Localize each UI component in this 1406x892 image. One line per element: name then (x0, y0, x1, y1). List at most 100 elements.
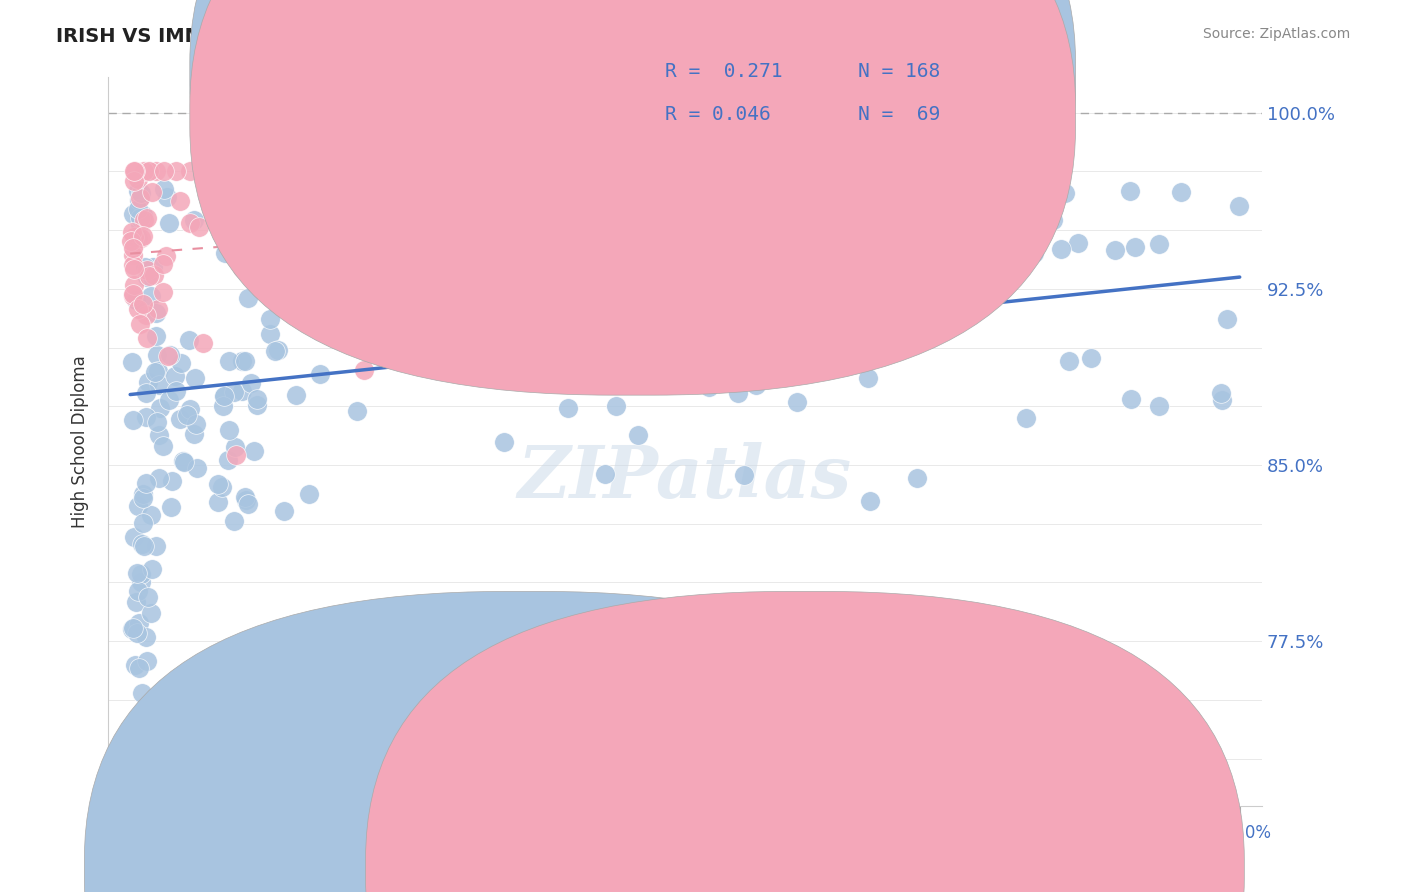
Immigrants from Romania (141, 185, 163, 199)
Irish (145, 306, 167, 320)
Irish (134, 764, 156, 779)
Immigrants from Romania (319, 307, 342, 321)
Irish (176, 409, 198, 423)
Irish (595, 467, 617, 481)
Irish (179, 402, 201, 417)
Immigrants from Romania (122, 174, 145, 188)
Irish (160, 474, 183, 488)
Irish (696, 298, 718, 312)
Irish (1014, 410, 1036, 425)
Irish (512, 341, 534, 355)
Irish (135, 386, 157, 401)
Irish (145, 328, 167, 343)
Immigrants from Romania (402, 277, 425, 291)
Irish (125, 566, 148, 580)
Irish (433, 190, 456, 204)
Irish (557, 401, 579, 415)
Irish (145, 347, 167, 361)
Irish (132, 491, 155, 506)
Immigrants from Romania (145, 164, 167, 178)
Immigrants from Romania (134, 212, 156, 227)
Irish (745, 378, 768, 392)
Immigrants from Romania (122, 229, 145, 244)
Y-axis label: High School Diploma: High School Diploma (72, 355, 89, 528)
Irish (131, 566, 153, 581)
Irish (697, 380, 720, 394)
Irish (340, 202, 363, 216)
Irish (942, 230, 965, 244)
Irish (141, 760, 163, 774)
Text: R = 0.046: R = 0.046 (665, 104, 770, 124)
Immigrants from Romania (132, 229, 155, 244)
Immigrants from Romania (120, 234, 142, 248)
Immigrants from Romania (124, 164, 146, 178)
Irish (546, 353, 568, 368)
Irish (141, 260, 163, 274)
Immigrants from Romania (122, 278, 145, 293)
Irish (129, 575, 152, 590)
Irish (814, 198, 837, 212)
Irish (233, 490, 256, 504)
Immigrants from Romania (485, 362, 508, 376)
Immigrants from Romania (179, 216, 201, 230)
Irish (246, 398, 269, 412)
Irish (955, 252, 977, 267)
Irish (408, 181, 430, 195)
Irish (121, 622, 143, 636)
Irish (127, 231, 149, 245)
Irish (156, 190, 179, 204)
Immigrants from Romania (135, 263, 157, 277)
Irish (264, 343, 287, 358)
Irish (458, 287, 481, 301)
Irish (731, 343, 754, 357)
Irish (224, 440, 246, 454)
Irish (259, 312, 281, 326)
Irish (184, 371, 207, 385)
Immigrants from Romania (122, 287, 145, 301)
Irish (1216, 312, 1239, 326)
Irish (619, 369, 641, 384)
Irish (131, 516, 153, 530)
Irish (1039, 105, 1062, 120)
Irish (346, 404, 368, 418)
Irish (257, 184, 280, 198)
Irish (408, 206, 430, 220)
Immigrants from Romania (153, 164, 176, 178)
Irish (1042, 212, 1064, 227)
Irish (356, 211, 378, 226)
Irish (398, 185, 420, 199)
Irish (262, 205, 284, 219)
Immigrants from Romania (350, 239, 373, 253)
Irish (157, 392, 180, 407)
Irish (153, 181, 176, 195)
Irish (246, 392, 269, 406)
Immigrants from Romania (127, 172, 149, 186)
Irish (273, 504, 295, 518)
Irish (449, 253, 471, 268)
Irish (986, 270, 1008, 285)
Irish (207, 495, 229, 509)
Irish (173, 454, 195, 468)
Irish (298, 487, 321, 501)
Irish (135, 409, 157, 424)
Irish (148, 471, 170, 485)
Irish (128, 661, 150, 675)
Immigrants from Romania (363, 214, 385, 228)
Immigrants from Romania (373, 206, 395, 220)
Irish (127, 625, 149, 640)
Irish (149, 401, 172, 415)
Irish (905, 471, 928, 485)
Immigrants from Romania (335, 293, 357, 308)
Irish (148, 428, 170, 442)
Irish (747, 300, 769, 314)
Irish (959, 198, 981, 212)
Irish (349, 342, 371, 356)
Irish (931, 206, 953, 220)
Irish (129, 217, 152, 231)
Irish (128, 615, 150, 630)
Immigrants from Romania (128, 317, 150, 331)
Immigrants from Romania (134, 164, 156, 178)
Irish (581, 205, 603, 219)
Immigrants from Romania (225, 449, 247, 463)
Irish (141, 561, 163, 575)
